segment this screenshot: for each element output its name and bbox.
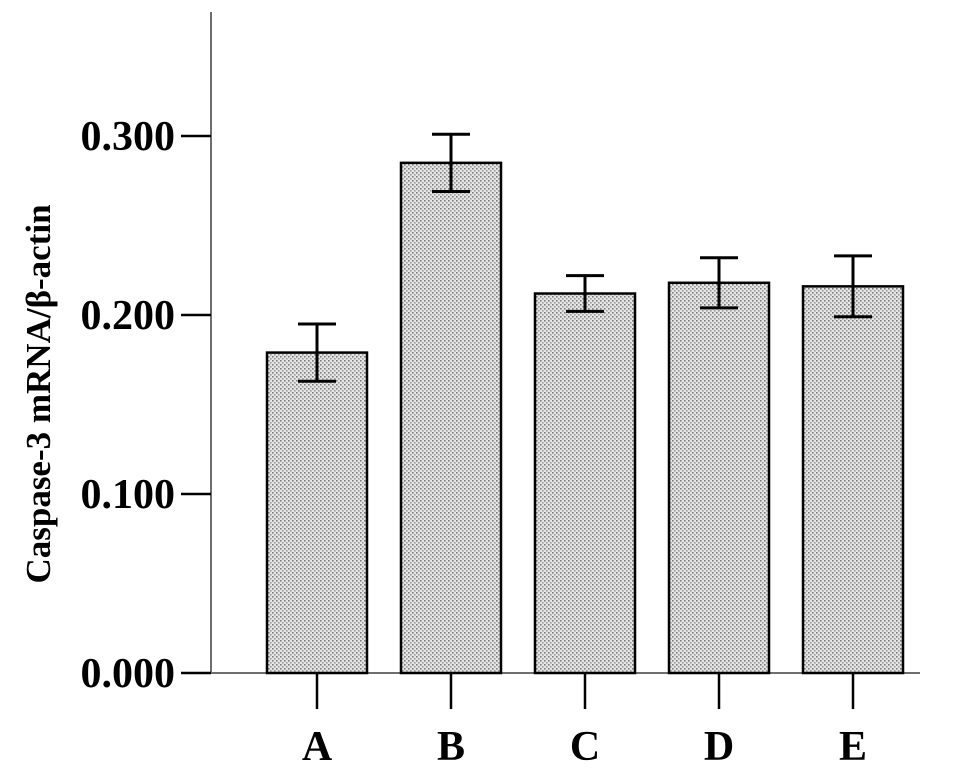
y-tick-label: 0.100 — [81, 472, 176, 518]
error-bar-C — [566, 274, 604, 313]
x-tick-label-D: D — [704, 724, 734, 770]
error-bar-B — [432, 132, 470, 193]
x-tick-label-C: C — [570, 724, 600, 770]
bar-B — [399, 161, 503, 675]
x-tick-label-E: E — [839, 724, 867, 770]
x-tick-label-A: A — [302, 724, 333, 770]
bar-A — [265, 351, 369, 675]
bars — [265, 161, 905, 675]
bar-C — [533, 292, 637, 675]
y-tick-label: 0.300 — [81, 114, 176, 160]
x-tick-label-B: B — [437, 724, 465, 770]
x-axis-ticks: A B C D E — [302, 673, 867, 770]
bar-E — [801, 285, 905, 675]
error-bar-A — [298, 322, 336, 383]
error-bar-E — [834, 254, 872, 319]
error-bars — [298, 132, 872, 383]
bar-D — [667, 281, 771, 675]
y-axis-ticks: 0.000 0.100 0.200 0.300 — [81, 114, 211, 697]
error-bar-D — [700, 256, 738, 310]
y-tick-label: 0.200 — [81, 293, 176, 339]
y-axis-title: Caspase-3 mRNA/β-actin — [19, 204, 58, 583]
y-tick-label: 0.000 — [81, 651, 176, 697]
